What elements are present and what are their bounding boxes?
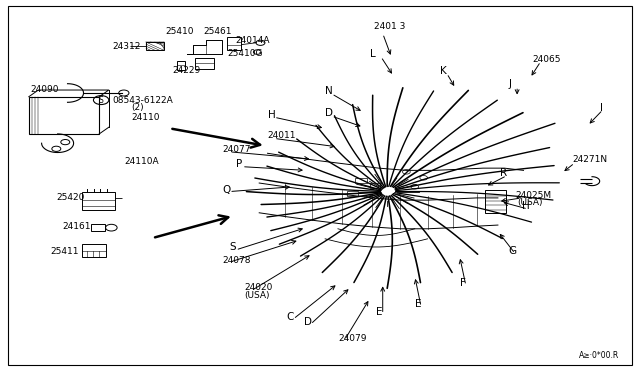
Bar [146,42,164,50]
Text: (2): (2) [131,103,144,112]
Bar [82,192,115,210]
Text: (USA): (USA) [244,291,270,300]
Text: D: D [304,317,312,327]
Text: (USA): (USA) [517,198,543,207]
Text: 25410G: 25410G [227,49,262,58]
Bar [82,244,106,257]
Text: 25461: 25461 [204,27,232,36]
Text: N: N [325,86,333,96]
Text: E: E [376,307,383,317]
Text: 2401 3: 2401 3 [374,22,406,31]
Text: 24090: 24090 [31,85,60,94]
Text: 25411: 25411 [50,247,79,256]
Text: P: P [236,160,242,169]
Bar [177,61,185,70]
Text: 24020: 24020 [244,283,273,292]
Text: F: F [460,278,465,288]
Text: S: S [99,96,104,105]
Text: L: L [370,49,376,59]
Text: H: H [522,202,529,211]
Text: R: R [500,168,508,178]
Text: 24312: 24312 [112,42,140,51]
Bar [227,37,241,50]
Text: 24110: 24110 [131,113,160,122]
Text: H: H [268,110,275,120]
Text: K: K [440,66,447,76]
Text: 25410: 25410 [165,27,194,36]
Text: 24077: 24077 [223,145,252,154]
Text: I: I [600,103,604,113]
Text: 08543-6122A: 08543-6122A [112,96,173,105]
Text: E: E [415,299,421,309]
Bar [91,224,105,231]
Text: 24271N: 24271N [573,155,608,164]
Text: 24078: 24078 [223,256,252,265]
Text: Q: Q [223,185,231,195]
Text: 24079: 24079 [338,334,367,343]
Text: 24161: 24161 [63,222,92,231]
Bar [355,178,367,183]
Text: 24014A: 24014A [236,36,270,45]
Bar [195,58,214,69]
Text: G: G [509,246,517,256]
Bar [370,183,380,188]
Bar [485,190,506,213]
Text: D: D [325,109,333,118]
Text: 24229: 24229 [173,66,201,75]
Bar [347,191,358,196]
Text: 24065: 24065 [532,55,561,64]
Text: C: C [287,312,294,322]
Text: 24110A: 24110A [125,157,159,166]
Text: S: S [229,243,236,252]
Text: J: J [509,79,512,89]
Text: 24011: 24011 [268,131,296,140]
Text: 25420: 25420 [56,193,84,202]
Text: A≥·0*00.R: A≥·0*00.R [579,351,620,360]
Text: 24025M: 24025M [515,191,551,200]
Bar [29,97,99,134]
